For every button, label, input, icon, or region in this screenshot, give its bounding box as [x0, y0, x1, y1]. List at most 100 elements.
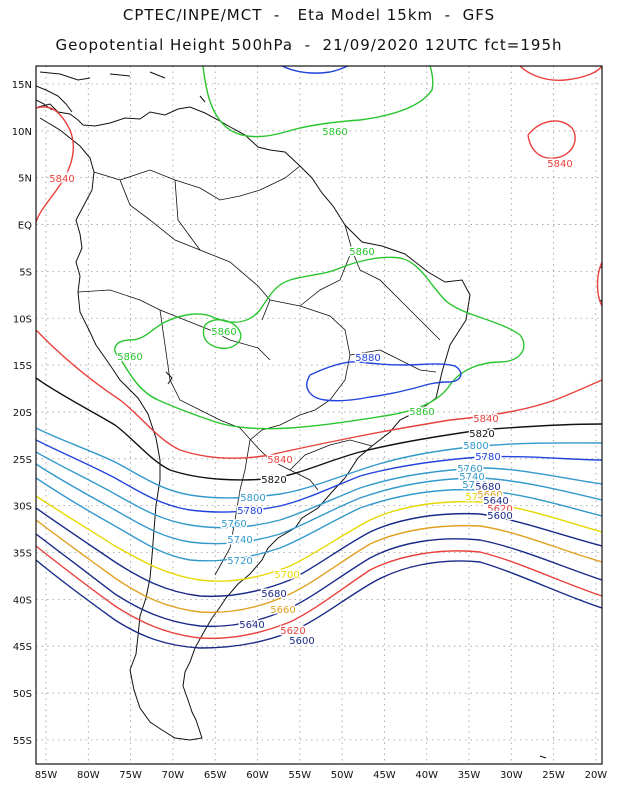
contour-label: 5640 [239, 620, 264, 631]
atlantic-island [539, 755, 547, 759]
lat-tick-label: 10S [13, 314, 32, 325]
contour-label: 5860 [409, 407, 434, 418]
lon-tick-label: 65W [204, 770, 227, 781]
contour-lines [36, 66, 602, 649]
contour-5820 [36, 377, 602, 481]
lat-tick-label: 40S [13, 595, 32, 606]
lat-tick-label: 15N [12, 80, 32, 91]
contour-label: 5780 [475, 452, 500, 463]
contour-label: 5860 [322, 127, 347, 138]
lat-tick-label: 35S [13, 549, 32, 560]
lon-tick-label: 20W [585, 770, 608, 781]
contour-label: 5760 [221, 519, 246, 530]
contour-5720 [36, 477, 602, 562]
contour-5660 [36, 519, 602, 614]
contour-label: 5840 [473, 414, 498, 425]
contour-5840-caribbean [36, 106, 74, 223]
latitude-labels: 15N 10N 5N EQ 5S 10S 15S 20S 25S 30S 35S 40S 45S 50S 5… [12, 80, 32, 747]
coastline-boundaries [36, 71, 602, 759]
contour-label: 5840 [547, 159, 572, 170]
contour-5840-africa [596, 261, 602, 307]
contour-5880-central [306, 360, 462, 402]
contour-label: 5640 [483, 496, 508, 507]
lon-tick-label: 40W [415, 770, 438, 781]
grid-lines [36, 66, 602, 764]
contour-5840-east [527, 120, 576, 159]
lon-tick-label: 45W [373, 770, 396, 781]
contour-label: 5740 [459, 472, 484, 483]
contour-5840-ne [519, 66, 602, 82]
contour-5600 [36, 559, 602, 649]
lat-tick-label: 25S [13, 455, 32, 466]
lat-tick-label: 50S [13, 689, 32, 700]
contour-label: 5860 [349, 247, 374, 258]
longitude-labels: 85W 80W 75W 70W 65W 60W 55W 50W 45W 40W 35W 30W 25W 2… [35, 770, 608, 781]
contour-5860-north [202, 66, 434, 138]
lat-tick-label: EQ [18, 221, 32, 232]
contour-5840-south [36, 329, 602, 459]
contour-label: 5760 [457, 464, 482, 475]
contour-label: 5720 [462, 480, 487, 491]
lat-tick-label: 15S [13, 361, 32, 372]
contour-label: 5620 [280, 626, 305, 637]
lat-tick-label: 5N [18, 174, 32, 185]
contour-label: 5800 [240, 493, 265, 504]
country-boundaries [77, 165, 441, 576]
contour-label: 5860 [211, 327, 236, 338]
lon-tick-label: 70W [162, 770, 185, 781]
lon-tick-label: 50W [331, 770, 354, 781]
contour-label: 5600 [487, 511, 512, 522]
contour-label: 5600 [289, 636, 314, 647]
lat-tick-label: 55S [13, 736, 32, 747]
lon-tick-label: 25W [542, 770, 565, 781]
lat-tick-label: 30S [13, 502, 32, 513]
contour-label: 5720 [227, 556, 252, 567]
contour-5800 [36, 427, 602, 499]
contour-label: 5840 [267, 455, 292, 466]
contour-label: 5740 [227, 535, 252, 546]
lake-titicaca [165, 371, 173, 385]
contour-5680 [36, 507, 602, 598]
lon-tick-label: 75W [119, 770, 142, 781]
contour-label: 5780 [237, 506, 262, 517]
lon-tick-label: 85W [35, 770, 58, 781]
chart-title-line1: CPTEC/INPE/MCT - Eta Model 15km - GFS [122, 6, 496, 24]
lon-tick-label: 30W [500, 770, 523, 781]
contour-label: 5700 [274, 570, 299, 581]
contour-5780 [36, 439, 602, 513]
contour-label: 5860 [117, 352, 142, 363]
contour-label: 5660 [270, 605, 295, 616]
contour-label: 5680 [475, 482, 500, 493]
contour-5640 [36, 533, 602, 628]
map-frame [35, 65, 603, 765]
contour-label: 5680 [261, 589, 286, 600]
contour-5700 [36, 495, 602, 582]
contour-5740 [36, 463, 602, 545]
contour-label: 5820 [261, 475, 286, 486]
chart-title-line2: Geopotential Height 500hPa - 21/09/2020 … [55, 36, 563, 54]
contour-label: 5700 [465, 492, 490, 503]
lon-tick-label: 35W [458, 770, 481, 781]
contour-label: 5620 [487, 504, 512, 515]
contour-5760 [36, 451, 602, 529]
contour-label: 5800 [463, 441, 488, 452]
contour-5880-north [281, 66, 349, 74]
contour-label: 5840 [49, 174, 74, 185]
lat-tick-label: 5S [19, 267, 32, 278]
caribbean-islands [39, 71, 206, 103]
lon-tick-label: 55W [288, 770, 311, 781]
lat-tick-label: 45S [13, 642, 32, 653]
contour-5620 [36, 545, 602, 640]
lat-tick-label: 10N [12, 127, 32, 138]
contour-label: 5660 [477, 490, 502, 501]
contour-label: 5880 [355, 353, 380, 364]
contour-5860-main [114, 256, 525, 430]
lon-tick-label: 60W [246, 770, 269, 781]
africa-west-coast [599, 266, 602, 303]
contour-labels: 5840 5860 5860 5860 5860 5840 5880 5860 5840 5820… [48, 126, 574, 649]
south-america-coastline [37, 103, 471, 741]
contour-5860-inner [202, 318, 242, 349]
contour-label: 5820 [469, 429, 494, 440]
lat-tick-label: 20S [13, 408, 32, 419]
